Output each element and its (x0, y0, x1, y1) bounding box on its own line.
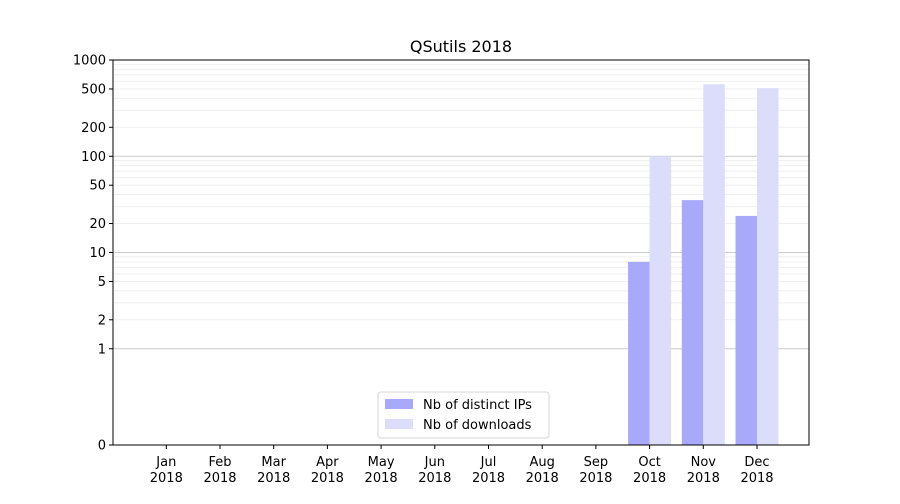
y-tick-label: 500 (81, 82, 106, 97)
x-tick-label-year: 2018 (472, 471, 505, 486)
bars (628, 84, 779, 446)
x-tick-label-year: 2018 (150, 471, 183, 486)
bar (649, 156, 672, 445)
x-tick-label-year: 2018 (418, 471, 451, 486)
x-tick-label-month: Dec (744, 455, 769, 470)
x-tick-label-year: 2018 (633, 471, 666, 486)
x-tick-label-month: Jan (155, 455, 176, 470)
y-tick-label: 200 (81, 121, 106, 136)
x-tick-label-month: Feb (208, 455, 231, 470)
x-tick-label-month: Oct (638, 455, 660, 470)
x-tick-label-month: Aug (530, 455, 555, 470)
x-tick-label-month: Jul (480, 455, 497, 470)
x-tick-label-month: Apr (316, 455, 339, 470)
legend-swatch (385, 419, 413, 429)
bar (735, 215, 757, 445)
legend-swatch (385, 399, 413, 409)
x-tick-label-year: 2018 (687, 471, 720, 486)
x-tick-label-year: 2018 (526, 471, 559, 486)
y-tick-label: 2 (98, 313, 106, 328)
y-tick-label: 20 (89, 217, 106, 232)
x-tick-label-year: 2018 (311, 471, 344, 486)
x-tick-label-year: 2018 (579, 471, 612, 486)
x-tick-label-month: Jun (424, 455, 445, 470)
x-tick-label-month: Nov (691, 455, 717, 470)
y-tick-label: 1 (98, 342, 106, 357)
x-tick-label-month: Sep (584, 455, 609, 470)
y-axis-ticks: 0 1 2 5 10 20 50 100 200 500 1000 (73, 54, 113, 454)
bar (757, 88, 779, 446)
chart-title: QSutils 2018 (410, 37, 512, 56)
y-tick-label: 10 (89, 246, 106, 261)
y-tick-label: 5 (98, 275, 106, 290)
y-tick-label: 100 (81, 150, 106, 165)
bar (681, 200, 704, 445)
x-tick-label-month: May (368, 455, 395, 470)
legend: Nb of distinct IPs Nb of downloads (377, 391, 550, 439)
legend-label: Nb of downloads (423, 418, 532, 433)
x-tick-label-month: Mar (261, 455, 286, 470)
x-tick-label-year: 2018 (203, 471, 236, 486)
legend-label: Nb of distinct IPs (423, 398, 532, 413)
bar (628, 261, 650, 445)
legend-box (377, 391, 550, 439)
grid-lines (113, 63, 809, 350)
y-tick-label: 0 (98, 439, 106, 454)
y-tick-label: 50 (89, 179, 106, 194)
x-tick-label-year: 2018 (365, 471, 398, 486)
bar (703, 84, 725, 445)
y-tick-label: 1000 (73, 54, 106, 69)
x-tick-label-year: 2018 (257, 471, 290, 486)
x-tick-label-year: 2018 (740, 471, 773, 486)
x-axis-ticks: Jan2018Feb2018Mar2018Apr2018May2018Jun20… (150, 445, 774, 486)
